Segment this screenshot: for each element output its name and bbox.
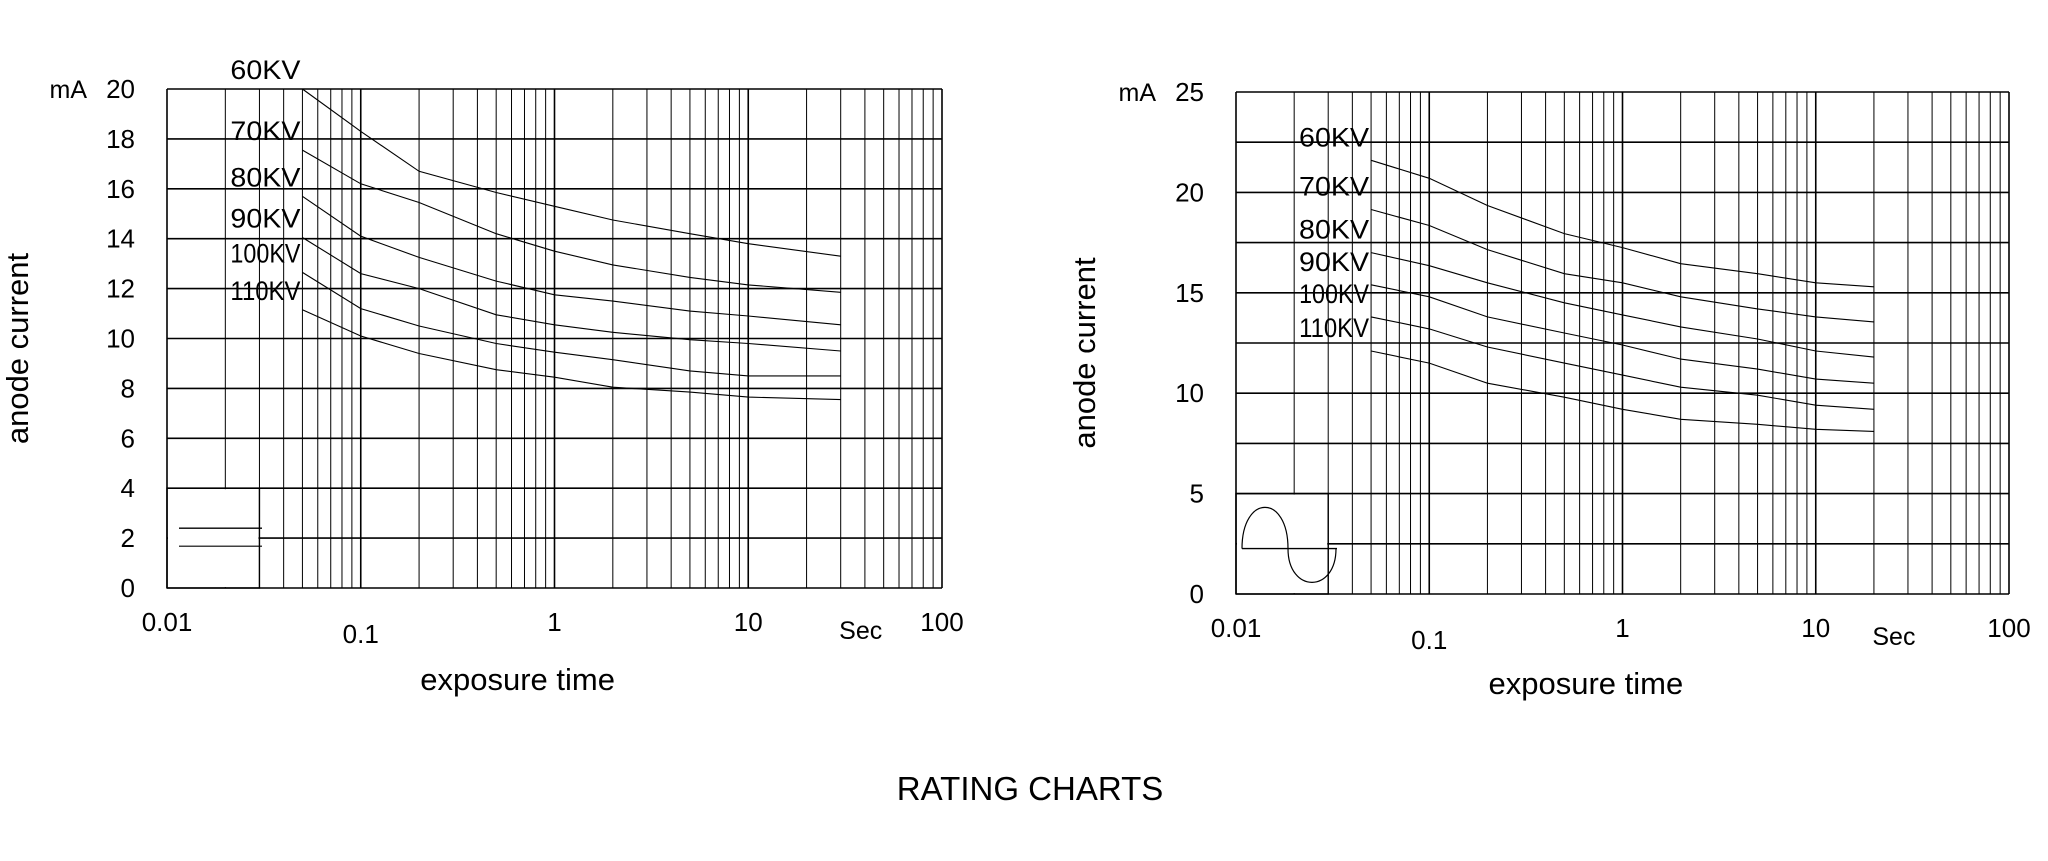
x-tick-label: 10 [734,607,763,637]
series-label: 110KV [230,276,300,306]
x-tick-label: 0.1 [1411,625,1447,655]
y-tick-label: 12 [106,274,135,304]
legend-box [166,487,261,589]
series-line-100kv [302,271,841,377]
series-label: 90KV [230,203,300,233]
series-line-110kv [1370,350,1874,432]
y-tick-label: 14 [106,224,135,254]
series-label: 70KV [1299,171,1369,201]
y-tick-label: 6 [121,423,135,453]
sine-wave-icon [1241,506,1337,583]
x-tick-label: 0.01 [142,607,193,637]
series-line-110kv [302,309,841,401]
series-label: 60KV [230,55,300,85]
x-tick-label: 10 [1801,613,1830,643]
y-tick-label: 5 [1190,479,1204,509]
legend-box-bg [1237,494,1328,593]
y-tick-label: 16 [106,174,135,204]
y-unit-label: mA [1119,79,1157,107]
y-axis-label: anode current [0,252,35,444]
series-label: 80KV [230,162,300,192]
x-unit-label: Sec [1872,623,1915,651]
y-tick-label: 2 [121,523,135,553]
series-label: 100KV [230,238,300,268]
series-label: 60KV [1299,122,1369,152]
y-tick-label: 10 [1175,378,1204,408]
series-line-60kv [1370,159,1874,288]
y-tick-label: 20 [106,74,135,104]
series-line-60kv [302,88,841,257]
series-label: 110KV [1299,313,1369,343]
series-line-90kv [1370,284,1874,384]
x-tick-label: 100 [1987,613,2030,643]
x-tick-label: 0.1 [343,619,379,649]
x-tick-label: 1 [1615,613,1629,643]
page-title: RATING CHARTS [896,770,1164,807]
x-axis-label: exposure time [420,662,615,697]
legend-box [1235,492,1329,595]
series-line-90kv [302,237,841,352]
y-tick-label: 10 [106,324,135,354]
x-tick-label: 1 [547,607,561,637]
x-unit-label: Sec [839,617,882,645]
series-line-70kv [1370,208,1874,323]
series-label: 80KV [1299,215,1369,245]
series-line-80kv [302,195,841,326]
series-label: 70KV [230,116,300,146]
series-label: 100KV [1299,279,1369,309]
y-tick-label: 8 [121,373,135,403]
y-tick-label: 18 [106,124,135,154]
y-unit-label: mA [50,76,88,104]
y-axis-label: anode current [1067,257,1102,449]
series-line-80kv [1370,252,1874,358]
x-tick-label: 0.01 [1211,613,1262,643]
series-line-100kv [1370,316,1874,410]
x-tick-label: 100 [920,607,963,637]
series-line-70kv [302,149,841,293]
y-tick-label: 15 [1175,278,1204,308]
series-label: 90KV [1299,247,1369,277]
y-tick-label: 20 [1175,177,1204,207]
y-tick-label: 4 [121,473,135,503]
y-tick-label: 0 [1190,579,1204,609]
y-tick-label: 25 [1175,77,1204,107]
x-axis-label: exposure time [1489,666,1684,701]
y-tick-label: 0 [121,573,135,603]
legend-box-bg [168,489,259,587]
rating-chart-dc: 60KV 70KV 80KV 90KV 100KV 110KV 0 2 4 6 8 10 12 14 16 1… [0,55,964,697]
